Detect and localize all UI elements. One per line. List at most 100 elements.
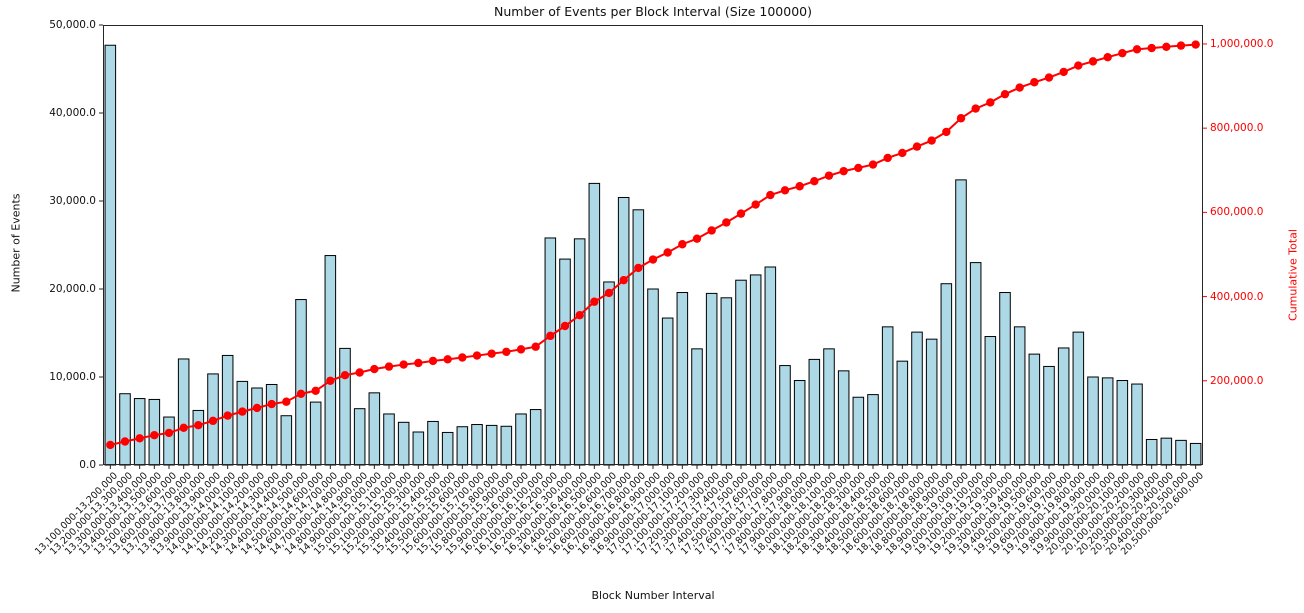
bar (177, 358, 190, 466)
bar (397, 421, 410, 466)
bar (984, 336, 997, 466)
line-marker (179, 423, 188, 433)
bar (925, 338, 938, 466)
bar (500, 425, 513, 466)
line-marker (502, 347, 511, 357)
line-marker (1162, 42, 1171, 51)
bar (295, 299, 307, 466)
bar (1072, 331, 1085, 466)
bar (104, 44, 117, 466)
line-marker (751, 200, 760, 209)
bar (735, 279, 747, 466)
y-tick-label-right: 200,000.0 (1210, 374, 1264, 387)
line-marker (810, 177, 819, 186)
y-tick-label-right: 400,000.0 (1210, 290, 1264, 303)
line-marker (472, 351, 482, 360)
line-marker (340, 370, 350, 380)
y-axis-label-left: Number of Events (9, 193, 23, 293)
bar (1160, 437, 1173, 466)
plot-area (99, 24, 1207, 469)
bar (1043, 365, 1055, 466)
line-marker (883, 153, 892, 163)
bar (1116, 380, 1129, 466)
line-marker (1191, 40, 1200, 49)
bar (955, 179, 967, 466)
line-marker (311, 386, 320, 395)
line-marker (1103, 53, 1112, 62)
bar (720, 297, 733, 466)
bar (911, 331, 923, 466)
bar (1087, 376, 1099, 466)
bar (661, 317, 674, 466)
line-marker (575, 310, 584, 320)
bar (779, 365, 791, 466)
line-marker (384, 362, 394, 371)
y-tick-label-left: 30,000.0 (49, 195, 96, 207)
bar (221, 354, 234, 466)
line-marker (795, 182, 804, 191)
bar (896, 360, 909, 466)
bar (823, 348, 835, 466)
bar (749, 274, 762, 466)
line-marker (282, 397, 291, 406)
y-axis-label-right: Cumulative Total (1286, 229, 1300, 321)
bar (940, 283, 953, 466)
bar (1057, 347, 1070, 466)
line-marker (619, 275, 628, 285)
y-tick-label-left: 50,000.0 (49, 19, 96, 31)
line-marker (956, 114, 966, 123)
line-marker (1118, 48, 1127, 58)
bar (456, 426, 469, 466)
line-marker (1147, 43, 1156, 53)
line-marker (208, 416, 218, 426)
bar (676, 292, 689, 466)
bar (309, 401, 322, 466)
bar (236, 380, 249, 466)
line-marker (678, 240, 687, 249)
chart-title: Number of Events per Block Interval (Siz… (494, 4, 812, 19)
line-marker (780, 186, 790, 195)
line-marker (252, 403, 262, 413)
line-marker (824, 171, 834, 180)
bar (632, 209, 645, 466)
bar (837, 370, 850, 466)
line-marker (238, 407, 247, 416)
bar (163, 416, 175, 466)
bar (1175, 439, 1187, 466)
line-marker (135, 434, 144, 443)
line-marker (590, 297, 599, 306)
line-marker (1088, 57, 1098, 66)
bar (119, 393, 131, 466)
bar (515, 413, 527, 466)
bar (427, 420, 439, 466)
line-marker (663, 248, 672, 257)
line-marker (692, 234, 702, 243)
line-marker (296, 389, 306, 398)
bar (588, 182, 601, 466)
bar (867, 394, 879, 466)
bar (339, 347, 351, 466)
line-marker (722, 218, 731, 227)
bar (251, 387, 263, 466)
bar (705, 292, 718, 466)
line-marker (414, 358, 423, 368)
bar (324, 255, 337, 466)
bar (471, 424, 483, 466)
bar (192, 409, 205, 466)
line-marker (898, 148, 907, 158)
line-marker (942, 127, 951, 137)
line-marker (150, 430, 159, 440)
bar (1101, 377, 1114, 466)
line-marker (120, 437, 130, 446)
y-tick-label-left: 40,000.0 (49, 107, 96, 119)
bar (573, 238, 586, 466)
line-marker (428, 356, 438, 366)
bar (808, 358, 821, 466)
bar (544, 237, 557, 466)
line-marker (326, 376, 335, 385)
bar (383, 413, 395, 466)
plot-spine (103, 25, 1203, 465)
y-tick-label-left: 10,000.0 (49, 371, 96, 383)
line-marker (1059, 67, 1068, 77)
